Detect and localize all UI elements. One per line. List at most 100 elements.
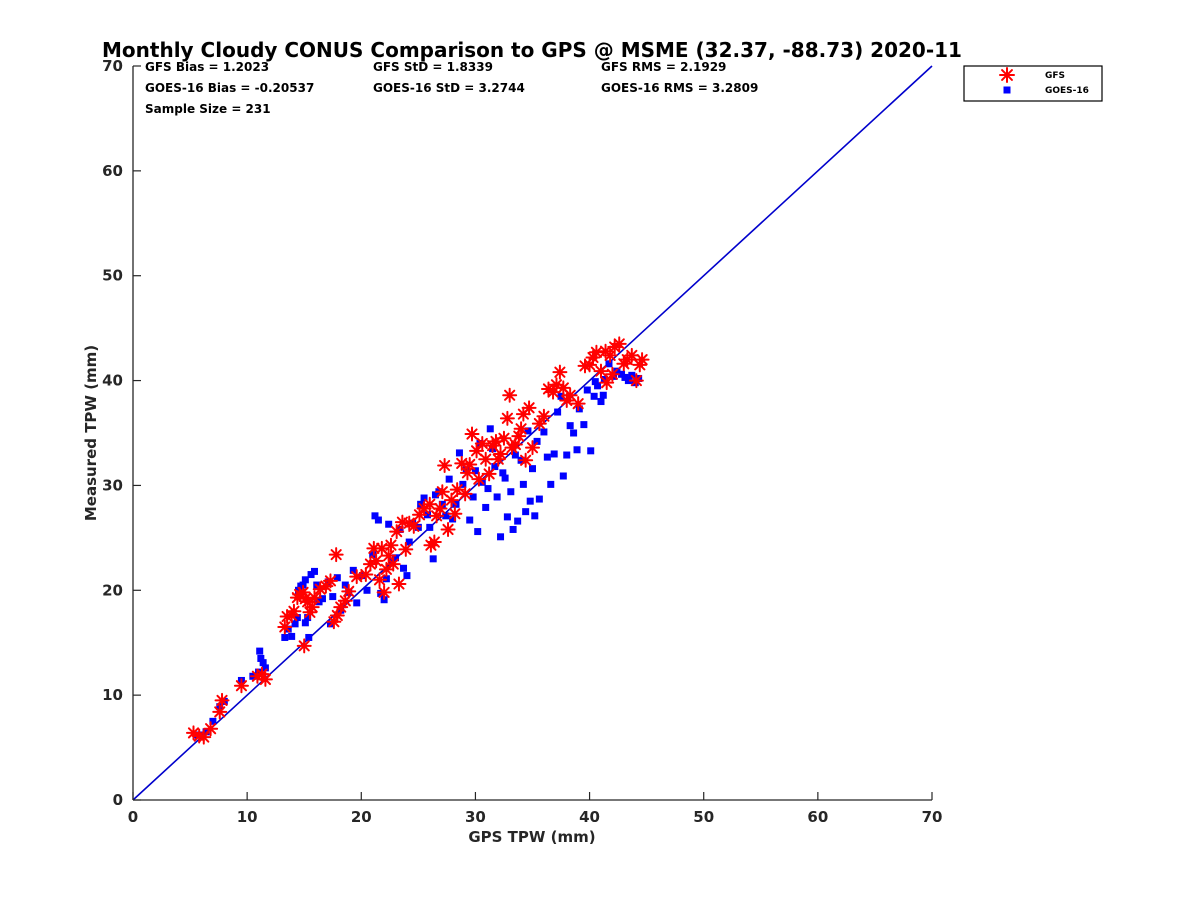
goes-16-point xyxy=(533,437,541,445)
gfs-point xyxy=(429,508,445,524)
gfs-point xyxy=(284,607,300,623)
gfs-point xyxy=(185,725,201,741)
goes-16-point xyxy=(329,593,337,601)
y-tick-label: 20 xyxy=(102,581,123,599)
x-tick-label: 30 xyxy=(465,808,486,826)
gfs-point xyxy=(488,433,504,449)
y-tick-label: 10 xyxy=(102,686,123,704)
gfs-point xyxy=(366,540,382,556)
goes-16-point xyxy=(438,500,446,508)
goes-16-point xyxy=(259,659,267,667)
goes-16-point xyxy=(559,472,567,480)
goes-16-point xyxy=(304,614,312,622)
gfs-point xyxy=(525,440,540,456)
gfs-point xyxy=(632,357,648,373)
gfs-point xyxy=(337,593,353,609)
gfs-point xyxy=(277,619,293,635)
gfs-point xyxy=(559,392,575,408)
goes-16-point xyxy=(543,453,551,461)
legend-goes-label: GOES-16 xyxy=(1045,86,1089,96)
gfs-point xyxy=(449,482,465,498)
gfs-point xyxy=(358,567,374,583)
gfs-point xyxy=(499,410,515,426)
goes-bias-annotation: GOES-16 Bias = -0.20537 xyxy=(145,81,314,95)
gfs-point xyxy=(585,350,601,366)
gfs-point xyxy=(545,384,561,400)
x-axis-ticks: 0 10 20 30 40 50 60 70 xyxy=(128,792,942,826)
goes-16-point xyxy=(497,533,505,541)
goes-16-point xyxy=(531,512,539,520)
y-tick-label: 50 xyxy=(102,267,123,285)
gfs-point xyxy=(304,599,320,615)
x-tick-label: 20 xyxy=(351,808,372,826)
y-axis-ticks: 0 10 20 30 40 50 60 70 xyxy=(102,57,141,809)
gfs-point xyxy=(457,486,473,502)
gfs-point xyxy=(349,569,365,585)
gfs-point xyxy=(378,561,394,577)
y-tick-label: 70 xyxy=(102,57,123,75)
gfs-point xyxy=(214,692,230,708)
goes-16-point xyxy=(405,538,413,546)
goes-16-point xyxy=(583,386,591,394)
goes-16-point xyxy=(597,398,605,406)
goes-16-point xyxy=(573,446,581,454)
goes-16-point xyxy=(295,586,303,594)
goes-16-point xyxy=(392,554,400,562)
goes-16-point xyxy=(374,516,382,524)
gfs-point xyxy=(362,556,378,572)
goes-16-series xyxy=(193,360,643,739)
goes-16-point xyxy=(491,463,499,471)
gfs-point xyxy=(376,584,392,600)
x-tick-label: 0 xyxy=(128,808,138,826)
goes-16-point xyxy=(484,485,492,493)
gfs-point xyxy=(440,521,456,537)
goes-16-point xyxy=(524,427,532,435)
gfs-point xyxy=(634,352,650,368)
goes-16-point xyxy=(281,633,289,641)
gfs-point xyxy=(447,506,463,522)
x-tick-label: 40 xyxy=(579,808,600,826)
goes-16-point xyxy=(363,586,371,594)
goes-16-point xyxy=(514,517,522,525)
gfs-point xyxy=(552,364,568,380)
gfs-point xyxy=(212,704,228,720)
goes-16-point xyxy=(209,717,217,725)
goes-16-point xyxy=(587,447,595,455)
goes-16-point xyxy=(580,421,588,429)
goes-16-point xyxy=(403,572,411,580)
goes-16-point xyxy=(459,480,467,488)
goes-16-point xyxy=(288,632,296,640)
gfs-point xyxy=(422,496,438,512)
goes-16-point xyxy=(423,511,431,519)
goes-16-point xyxy=(566,422,574,430)
gfs-point xyxy=(562,387,578,403)
gfs-point xyxy=(478,451,494,467)
gfs-point xyxy=(593,363,609,379)
goes-16-point xyxy=(605,360,613,368)
goes-16-point xyxy=(261,664,269,672)
goes-16-point xyxy=(414,523,422,531)
gfs-point xyxy=(389,524,405,540)
gfs-point xyxy=(333,599,349,615)
gfs-point xyxy=(607,339,623,355)
gfs-point xyxy=(391,576,407,592)
gfs-point xyxy=(279,609,295,624)
goes-16-point xyxy=(400,564,408,572)
goes-16-point xyxy=(291,620,299,628)
goes-16-point xyxy=(371,512,379,520)
gfs-point xyxy=(513,421,529,437)
goes-16-point xyxy=(613,367,621,375)
goes-rms-annotation: GOES-16 RMS = 3.2809 xyxy=(601,81,758,95)
gfs-point xyxy=(611,336,627,352)
gfs-point xyxy=(437,458,453,474)
gfs-point xyxy=(536,408,552,424)
gfs-point xyxy=(602,347,618,363)
chart-title: Monthly Cloudy CONUS Comparison to GPS @… xyxy=(102,38,962,62)
gfs-point xyxy=(577,358,593,374)
goes-16-point xyxy=(526,497,534,505)
gfs-point xyxy=(624,347,640,363)
legend-goes-square-icon xyxy=(1003,86,1011,94)
goes-16-point xyxy=(554,408,562,416)
gfs-point xyxy=(401,515,417,531)
gfs-point xyxy=(233,678,249,694)
